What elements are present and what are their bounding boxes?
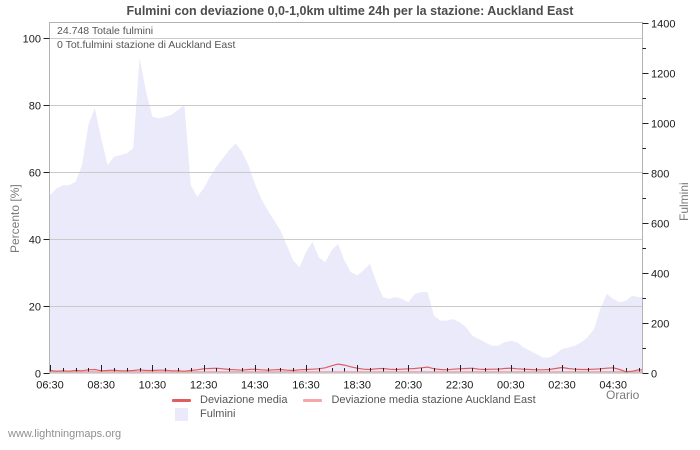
x-axis-label: Orario [606,388,640,402]
legend-label: Deviazione media stazione Auckland East [331,394,536,406]
legend-label: Fulmini [200,408,236,420]
x-tick-label: 16:30 [292,380,320,392]
y-axis-label-right: Fulmini [677,182,691,221]
legend-item-deviazione-media: Deviazione media [172,394,287,407]
x-tick-label: 18:30 [343,380,371,392]
y-right-tick-label: 200 [651,319,669,331]
x-tick-label: 08:30 [87,380,115,392]
x-tick-label: 04:30 [599,380,627,392]
legend-area-swatch [172,408,191,421]
y-right-tick-label: 0 [651,369,657,381]
y-left-tick-label: 20 [29,302,41,314]
fulmini-area [50,57,642,373]
x-tick-label: 00:30 [497,380,525,392]
y-axis-label-left: Percento [%] [8,184,22,253]
x-tick-label: 06:30 [36,380,64,392]
legend-item-fulmini: Fulmini [172,408,235,421]
x-tick-label: 14:30 [241,380,269,392]
y-left-tick-label: 80 [29,101,41,113]
legend: Deviazione media Deviazione media stazio… [172,394,536,422]
legend-line-swatch-pink [303,399,323,402]
legend-row-1: Deviazione media Deviazione media stazio… [172,394,536,407]
y-left-tick-label: 40 [29,235,41,247]
x-tick-label: 20:30 [395,380,423,392]
y-right-tick-label: 1200 [651,69,675,81]
legend-label: Deviazione media [200,394,288,406]
y-left-tick-label: 60 [29,168,41,180]
y-left-tick-label: 100 [23,34,41,46]
x-tick-label: 22:30 [446,380,474,392]
legend-row-2: Fulmini [172,408,536,421]
total-station-text: 0 Tot.fulmini stazione di Auckland East [57,38,236,51]
legend-line-swatch-red [172,399,191,402]
x-tick-label: 12:30 [190,380,218,392]
average-deviation-line [49,363,642,373]
y-right-tick-label: 1400 [651,19,675,31]
x-tick-label: 02:30 [548,380,576,392]
plot-frame [49,22,643,374]
watermark-text: www.lightningmaps.org [8,428,122,440]
legend-item-deviazione-stazione: Deviazione media stazione Auckland East [303,394,536,407]
y-right-tick-label: 400 [651,269,669,281]
chart-title: Fulmini con deviazione 0,0-1,0km ultime … [126,4,574,18]
y-right-tick-label: 800 [651,169,669,181]
x-tick-label: 10:30 [139,380,167,392]
y-right-tick-label: 1000 [651,119,675,131]
y-left-tick-label: 0 [35,369,41,381]
total-fulmini-text: 24.748 Totale fulmini [57,25,154,37]
y-right-tick-label: 600 [651,219,669,231]
totals-annotation: 24.748 Totale fulmini 0 Tot.fulmini staz… [57,25,235,52]
